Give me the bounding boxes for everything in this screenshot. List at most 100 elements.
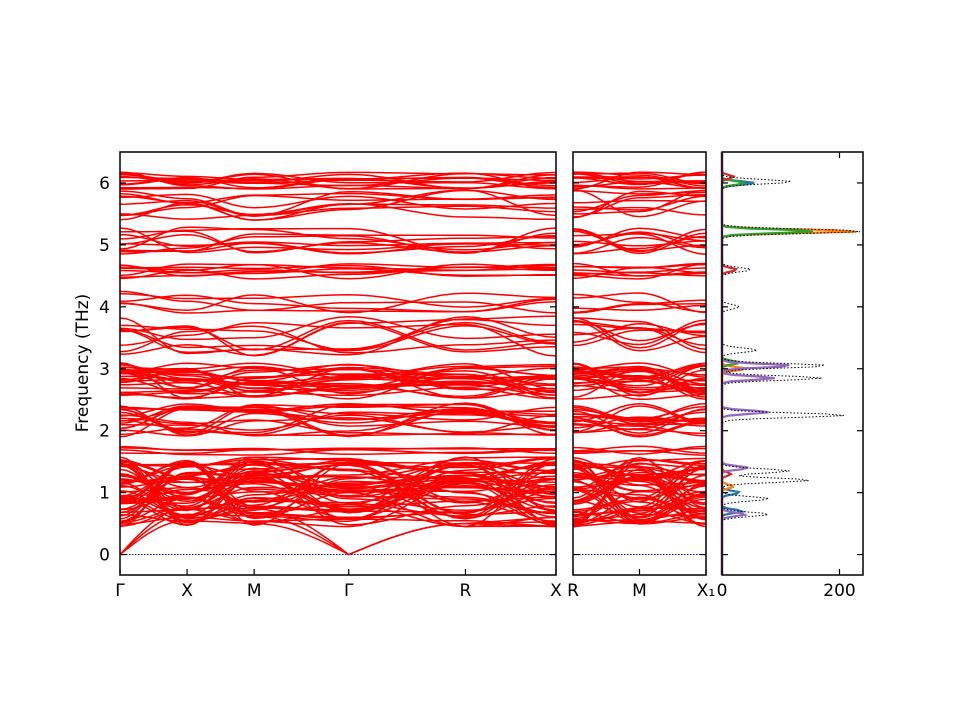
phonon-branch — [573, 459, 706, 505]
phonon-branch — [573, 303, 706, 314]
phonon-branch — [573, 329, 706, 347]
phonon-branch — [573, 366, 706, 395]
phonon-branch — [573, 463, 706, 524]
phonon-branch — [573, 235, 706, 255]
y-tick-label-2: 2 — [99, 422, 110, 442]
dos-x-tick-label-1: 200 — [823, 581, 855, 601]
phonon-branch — [120, 321, 556, 354]
phonon-branch — [120, 464, 556, 515]
phonon-branch — [120, 475, 556, 514]
phonon-branch — [573, 304, 706, 312]
phonon-branch — [573, 231, 706, 248]
phonon-branch — [573, 199, 706, 204]
phonon-branch — [120, 315, 556, 341]
phonon-branch — [120, 266, 556, 280]
phonon-branch — [120, 402, 556, 438]
phonon-branch — [120, 227, 556, 255]
phonon-branch — [120, 458, 556, 497]
panel-frame — [119, 151, 557, 576]
phonon-branch — [120, 301, 556, 314]
dos-x-tick-label-0: 0 — [717, 581, 728, 601]
phonon-branch — [573, 319, 706, 346]
phonon-branch — [573, 189, 706, 218]
phonon-branch — [120, 377, 556, 399]
y-tick-label-3: 3 — [99, 360, 110, 380]
phonon-branch — [573, 322, 706, 343]
phonon-branch — [573, 299, 706, 313]
phonon-branch — [573, 403, 706, 423]
phonon-branch — [573, 193, 706, 218]
phonon-branch — [573, 228, 706, 252]
phonon-branch — [573, 236, 706, 255]
qpoint-label-3: Γ — [344, 581, 354, 601]
phonon-branch — [573, 364, 706, 378]
phonon-branch — [120, 227, 556, 254]
phonon-branch — [573, 416, 706, 438]
phonon-branch — [120, 362, 556, 393]
phonon-branch — [573, 423, 706, 435]
phonon-branch — [120, 202, 556, 221]
band-lines — [120, 171, 556, 556]
phonon-branch — [573, 496, 706, 525]
phonon-branch — [120, 461, 556, 528]
phonon-branch — [573, 474, 706, 517]
phonon-branch — [573, 171, 706, 190]
phonon-branch — [573, 190, 706, 195]
phonon-branch — [573, 378, 706, 400]
phonon-branch — [573, 419, 706, 437]
qpoint-label-5: X — [550, 581, 562, 601]
phonon-branch — [120, 362, 556, 390]
band-panel-2: R M X₁ — [567, 151, 715, 601]
phonon-branch — [573, 466, 706, 515]
phonon-branch — [120, 319, 556, 351]
phonon-branch — [573, 456, 706, 486]
qpoint-label-0: Γ — [115, 581, 125, 601]
phonon-branch — [120, 461, 556, 522]
phonon-branch — [120, 292, 556, 314]
phonon-branch — [573, 467, 706, 488]
y-tick-label-1: 1 — [99, 484, 110, 504]
phonon-branch — [573, 456, 706, 509]
dos-frame — [721, 151, 864, 576]
phonon-branch — [120, 513, 556, 556]
phonon-branch — [120, 410, 556, 437]
phonon-branch — [573, 317, 706, 350]
phonon-branch — [120, 263, 556, 277]
phonon-branch — [573, 206, 706, 216]
phonon-branch — [120, 519, 556, 556]
phonon-branch — [120, 403, 556, 428]
phonon-branch — [120, 263, 556, 280]
phonon-branch — [573, 363, 706, 397]
phonon-branch — [573, 458, 706, 527]
phonon-branch — [573, 405, 706, 423]
phonon-branch — [120, 363, 556, 385]
phonon-branch — [120, 325, 556, 354]
phonon-branch — [573, 513, 706, 525]
y-axis: 0 1 2 3 4 5 6 — [99, 174, 110, 566]
phonon-branch — [120, 417, 556, 437]
phonon-branch — [573, 269, 706, 277]
phonon-branch — [120, 375, 556, 398]
phonon-branch — [573, 228, 706, 253]
phonon-branch — [120, 456, 556, 511]
phonon-branch — [120, 171, 556, 186]
y-axis-label: Frequency (THz) — [73, 294, 93, 433]
phonon-branch — [120, 447, 556, 455]
phonon-branch — [120, 193, 556, 210]
phonon-branch — [573, 445, 706, 455]
y-tick-label-4: 4 — [99, 298, 110, 318]
phonon-branch — [573, 365, 706, 394]
phonon-branch — [573, 377, 706, 387]
qpoint-label-2: X₁ — [697, 581, 715, 601]
dos-panel: 0 200 — [717, 151, 864, 601]
phonon-branch — [573, 171, 706, 187]
phonon-branch — [573, 317, 706, 349]
phonon-branch — [573, 293, 706, 313]
phonon-branch — [120, 315, 556, 351]
phonon-branch — [120, 449, 556, 456]
y-tick-label-0: 0 — [99, 546, 110, 566]
phonon-branch — [573, 375, 706, 400]
qpoint-label-2: M — [247, 581, 262, 601]
phonon-branch — [120, 321, 556, 357]
